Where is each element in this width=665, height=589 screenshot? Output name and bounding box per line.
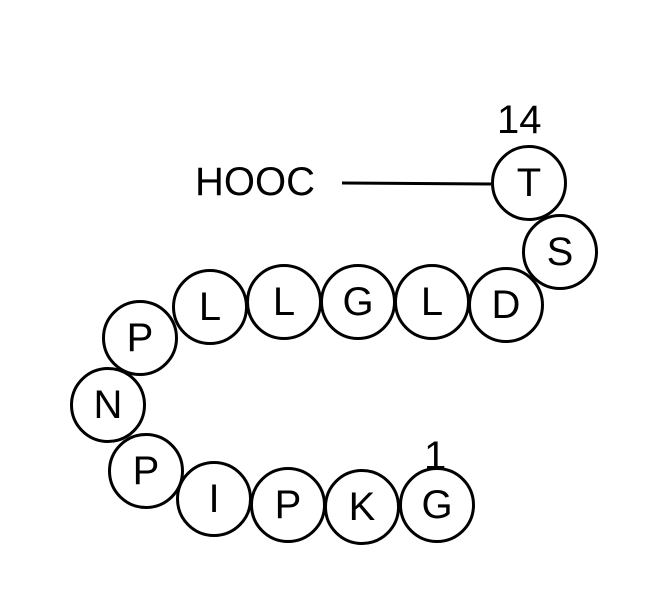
position-label-14: 14 (497, 98, 542, 143)
connector-line (342, 183, 491, 184)
residue-letter: I (208, 479, 219, 519)
residue-letter: D (492, 285, 521, 325)
residue-letter: T (517, 163, 541, 203)
residue-r13: S (522, 214, 598, 290)
residue-letter: L (199, 287, 221, 327)
position-label-1: 1 (424, 434, 446, 479)
residue-r5: P (108, 433, 184, 509)
residue-letter: S (547, 232, 574, 272)
residue-r11: L (394, 264, 470, 340)
residue-r4: I (176, 461, 252, 537)
residue-r3: P (250, 467, 326, 543)
residue-r8: L (172, 269, 248, 345)
residue-letter: P (133, 451, 160, 491)
c-terminal-label: HOOC (195, 160, 315, 205)
residue-letter: G (421, 485, 452, 525)
residue-letter: G (342, 282, 373, 322)
residue-r14: T (491, 145, 567, 221)
residue-letter: P (127, 318, 154, 358)
residue-r7: P (102, 300, 178, 376)
residue-r6: N (70, 367, 146, 443)
residue-r2: K (324, 469, 400, 545)
residue-r9: L (246, 264, 322, 340)
residue-r10: G (320, 264, 396, 340)
residue-letter: K (349, 487, 376, 527)
residue-letter: L (273, 282, 295, 322)
residue-letter: L (421, 282, 443, 322)
residue-letter: N (94, 385, 123, 425)
residue-letter: P (275, 485, 302, 525)
